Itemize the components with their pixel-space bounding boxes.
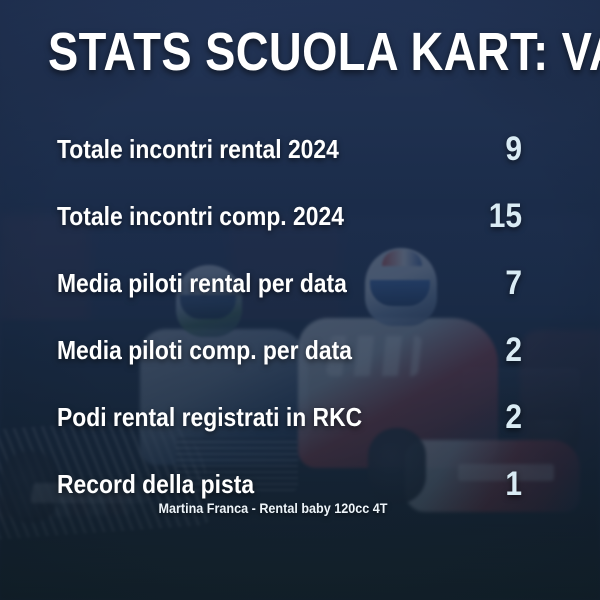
stat-label: Record della pista: [57, 469, 255, 499]
list-item: Media piloti rental per data 7: [0, 264, 600, 335]
list-item: Record della pista 1 Martina Franca - Re…: [0, 465, 600, 536]
stat-label: Media piloti comp. per data: [57, 335, 352, 365]
stat-label: Media piloti rental per data: [57, 268, 347, 298]
stat-value: 15: [488, 197, 522, 235]
page-title: STATS SCUOLA KART: VARIE: [48, 22, 600, 82]
stat-value: 2: [505, 331, 522, 369]
list-item: Totale incontri comp. 2024 15: [0, 197, 600, 268]
stat-subtitle: Martina Franca - Rental baby 120cc 4T: [158, 500, 388, 516]
stat-label: Podi rental registrati in RKC: [57, 402, 363, 432]
stat-label: Totale incontri rental 2024: [57, 134, 339, 164]
stat-value: 1: [505, 465, 522, 503]
stat-value: 7: [505, 264, 522, 302]
list-item: Media piloti comp. per data 2: [0, 331, 600, 402]
stat-label: Totale incontri comp. 2024: [57, 201, 344, 231]
stat-value: 9: [505, 130, 522, 168]
list-item: Podi rental registrati in RKC 2: [0, 398, 600, 469]
stats-list: Totale incontri rental 2024 9 Totale inc…: [0, 130, 600, 536]
list-item: Totale incontri rental 2024 9: [0, 130, 600, 201]
stat-value: 2: [505, 398, 522, 436]
